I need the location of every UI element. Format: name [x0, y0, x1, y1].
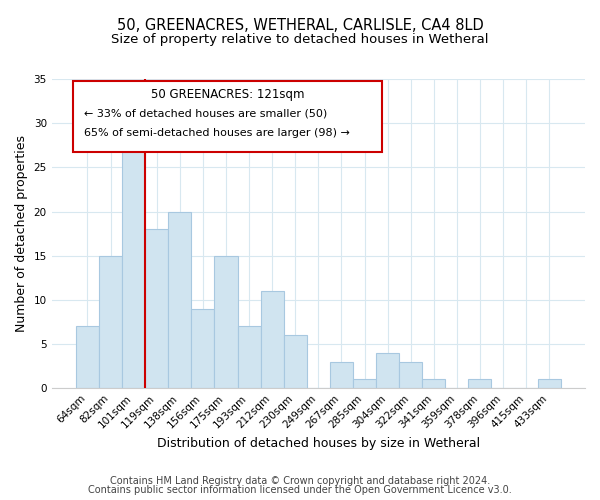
Bar [168, 212, 191, 388]
Bar [238, 326, 260, 388]
Bar [99, 256, 122, 388]
Y-axis label: Number of detached properties: Number of detached properties [15, 135, 28, 332]
Text: ← 33% of detached houses are smaller (50): ← 33% of detached houses are smaller (50… [83, 108, 327, 118]
Bar [353, 380, 376, 388]
Bar [145, 229, 168, 388]
Text: 50 GREENACRES: 121sqm: 50 GREENACRES: 121sqm [151, 88, 304, 102]
Bar [214, 256, 238, 388]
Bar [76, 326, 99, 388]
Bar [260, 291, 284, 388]
Bar [191, 309, 214, 388]
Text: 50, GREENACRES, WETHERAL, CARLISLE, CA4 8LD: 50, GREENACRES, WETHERAL, CARLISLE, CA4 … [116, 18, 484, 32]
Bar [538, 380, 561, 388]
Bar [376, 353, 399, 388]
Text: Contains public sector information licensed under the Open Government Licence v3: Contains public sector information licen… [88, 485, 512, 495]
Bar [469, 380, 491, 388]
X-axis label: Distribution of detached houses by size in Wetheral: Distribution of detached houses by size … [157, 437, 480, 450]
Text: Contains HM Land Registry data © Crown copyright and database right 2024.: Contains HM Land Registry data © Crown c… [110, 476, 490, 486]
FancyBboxPatch shape [73, 80, 382, 152]
Bar [284, 336, 307, 388]
Bar [330, 362, 353, 388]
Text: Size of property relative to detached houses in Wetheral: Size of property relative to detached ho… [111, 32, 489, 46]
Bar [422, 380, 445, 388]
Bar [399, 362, 422, 388]
Bar [122, 141, 145, 388]
Text: 65% of semi-detached houses are larger (98) →: 65% of semi-detached houses are larger (… [83, 128, 350, 138]
